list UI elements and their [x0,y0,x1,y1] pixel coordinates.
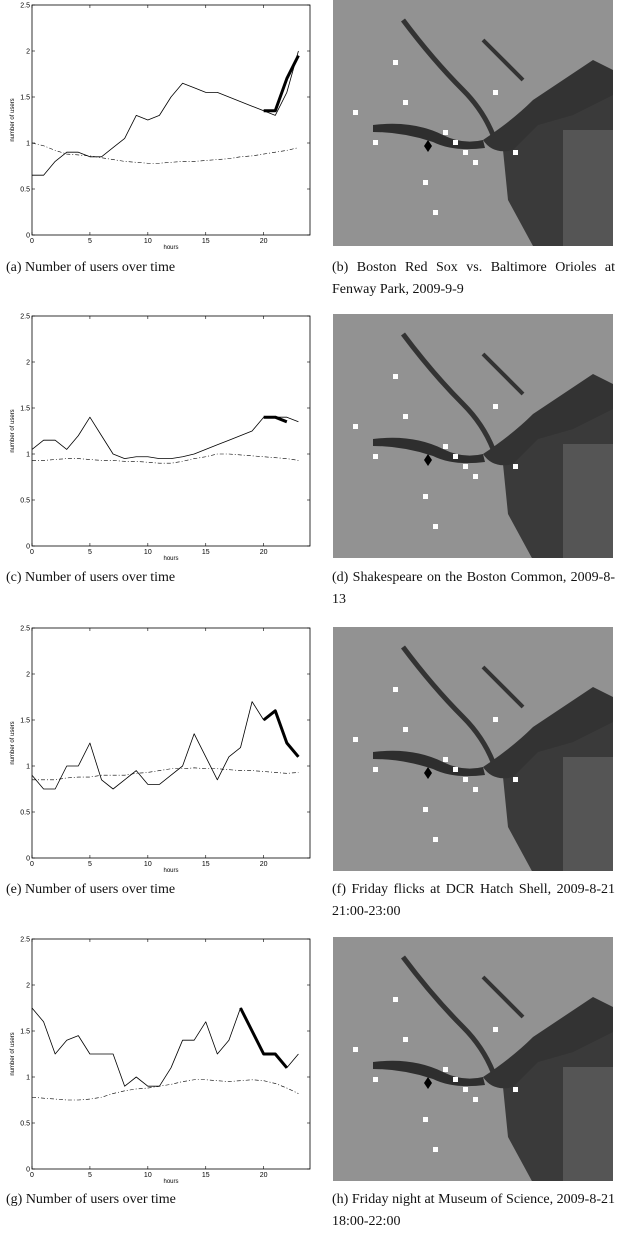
series-line [31,1079,299,1101]
y-tick-label: 1 [26,764,30,771]
y-tick-label: 1.5 [20,95,30,102]
series-line [31,701,299,790]
y-tick-label: 1.5 [20,1029,30,1036]
x-tick-label: 10 [144,861,152,868]
series-line [32,767,299,781]
x-tick-label: 0 [30,549,34,556]
y-tick-label: 2 [26,360,30,367]
y-tick-label: 1 [26,141,30,148]
x-tick-label: 0 [30,1172,34,1179]
y-tick-label: 0 [26,856,30,863]
y-axis-label: number of users [10,1032,16,1075]
map-image [333,0,613,246]
x-tick-label: 20 [260,861,268,868]
x-tick-label: 15 [202,861,210,868]
caption: (c) Number of users over time [6,570,176,585]
map-image [333,314,613,558]
x-tick-label: 0 [30,861,34,868]
x-tick-label: 10 [144,549,152,556]
y-tick-label: 0.5 [20,1121,30,1128]
y-tick-label: 0.5 [20,810,30,817]
series-line [31,142,299,164]
chart: 0 0.5 1 1.5 2 2.5 0 5 10 15 20 hours number of users [10,626,311,874]
x-tick-label: 5 [88,549,92,556]
x-axis-label: hours [163,1179,178,1185]
y-axis-label: number of users [10,98,16,141]
series-line [262,709,300,758]
x-axis-label: hours [163,245,178,251]
y-axis-label: number of users [10,721,16,764]
caption: (b) Boston Red Sox vs. Baltimore Orioles… [332,260,615,297]
y-tick-label: 0 [26,544,30,551]
y-tick-label: 1 [26,1075,30,1082]
plot-frame [31,315,311,547]
y-tick-label: 0 [26,1167,30,1174]
chart: 0 0.5 1 1.5 2 2.5 0 5 10 15 20 hours number of users [10,3,311,251]
plot-frame [31,938,311,1170]
caption: (g) Number of users over time [6,1192,176,1207]
x-tick-label: 5 [88,1172,92,1179]
y-tick-label: 2.5 [20,314,30,321]
y-tick-label: 2.5 [20,937,30,944]
chart: 0 0.5 1 1.5 2 2.5 0 5 10 15 20 hours number of users [10,937,311,1185]
caption: (d) Shakespeare on the Boston Common, 20… [332,570,615,607]
map-image [333,627,613,871]
plot-frame [31,4,311,236]
x-tick-label: 20 [260,549,268,556]
y-tick-label: 1.5 [20,406,30,413]
y-tick-label: 1.5 [20,718,30,725]
x-tick-label: 5 [88,861,92,868]
series-line [31,416,299,459]
y-tick-label: 2 [26,49,30,56]
x-tick-label: 15 [202,238,210,245]
x-axis-label: hours [163,556,178,562]
series-line [239,1007,288,1069]
chart: 0 0.5 1 1.5 2 2.5 0 5 10 15 20 hours number of users [10,314,311,562]
x-tick-label: 15 [202,1172,210,1179]
y-tick-label: 2.5 [20,3,30,10]
y-tick-label: 0 [26,233,30,240]
x-tick-label: 15 [202,549,210,556]
y-tick-label: 2.5 [20,626,30,633]
x-tick-label: 10 [144,238,152,245]
x-tick-label: 20 [260,1172,268,1179]
map-image [333,937,613,1181]
y-tick-label: 0.5 [20,187,30,194]
caption: (e) Number of users over time [6,882,176,897]
plot-frame [31,627,311,859]
series-line [32,50,299,176]
caption: (a) Number of users over time [6,260,176,275]
x-tick-label: 10 [144,1172,152,1179]
y-tick-label: 2 [26,983,30,990]
series-line [263,415,288,424]
caption: (h) Friday night at Museum of Science, 2… [332,1192,615,1229]
x-axis-label: hours [163,868,178,874]
x-tick-label: 0 [30,238,34,245]
x-tick-label: 20 [260,238,268,245]
caption: (f) Friday flicks at DCR Hatch Shell, 20… [332,882,615,919]
x-tick-label: 5 [88,238,92,245]
y-axis-label: number of users [10,409,16,452]
series-line [263,54,300,113]
series-line [31,1007,299,1087]
y-tick-label: 1 [26,452,30,459]
y-tick-label: 2 [26,672,30,679]
y-tick-label: 0.5 [20,498,30,505]
